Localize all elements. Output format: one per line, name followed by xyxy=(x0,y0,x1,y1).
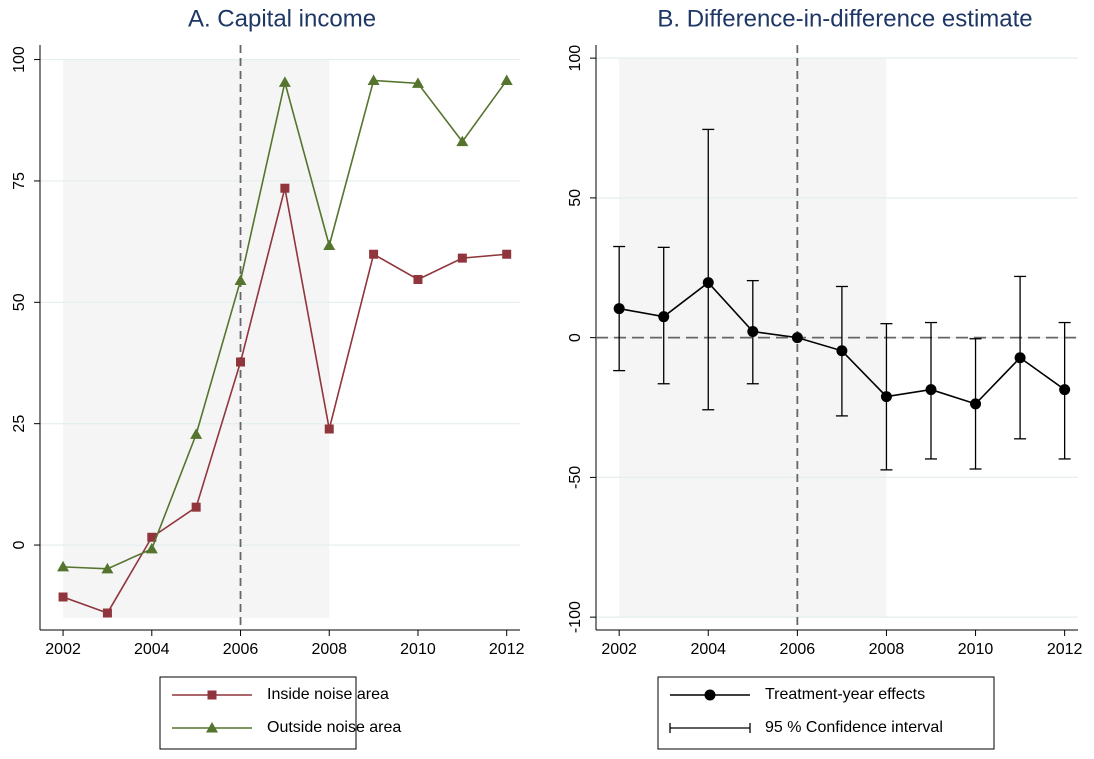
marker xyxy=(191,502,201,512)
marker xyxy=(970,398,982,410)
panel-title: B. Difference-in-difference estimate xyxy=(657,5,1032,32)
x-tick-label: 2008 xyxy=(869,641,905,658)
x-tick-label: 2002 xyxy=(601,641,637,658)
x-tick-label: 2002 xyxy=(45,641,81,658)
marker xyxy=(58,592,68,602)
x-tick-label: 2008 xyxy=(311,641,347,658)
marker xyxy=(145,542,158,554)
y-tick-label: 0 xyxy=(567,333,584,342)
marker xyxy=(704,689,716,701)
marker xyxy=(190,428,203,439)
y-tick-label: 100 xyxy=(11,46,28,73)
marker xyxy=(280,183,290,193)
marker xyxy=(413,274,423,284)
legend-box xyxy=(159,676,357,750)
legend-box xyxy=(657,676,995,750)
marker xyxy=(456,135,469,147)
x-tick-label: 2006 xyxy=(223,641,259,658)
y-tick-label: 75 xyxy=(11,172,28,190)
y-tick-label: -100 xyxy=(567,601,584,633)
marker xyxy=(57,560,70,572)
marker xyxy=(502,249,512,259)
shaded-period xyxy=(63,59,330,618)
marker xyxy=(147,532,157,542)
marker xyxy=(1059,384,1071,396)
marker xyxy=(324,424,334,434)
marker xyxy=(367,74,380,85)
marker xyxy=(323,239,336,251)
marker xyxy=(206,722,218,733)
x-tick-label: 2004 xyxy=(134,641,170,658)
marker xyxy=(411,77,424,88)
marker xyxy=(102,608,112,618)
marker xyxy=(658,311,670,323)
y-tick-label: 50 xyxy=(11,293,28,311)
marker xyxy=(836,345,848,357)
y-tick-label: 25 xyxy=(11,415,28,433)
legend-label: Inside noise area xyxy=(267,686,389,703)
legend-label: Outside noise area xyxy=(267,719,401,736)
x-tick-label: 2010 xyxy=(958,641,994,658)
marker xyxy=(369,249,379,259)
marker xyxy=(457,253,467,263)
panel-title: A. Capital income xyxy=(188,5,376,32)
marker xyxy=(613,303,625,315)
y-tick-label: 0 xyxy=(11,540,28,549)
y-tick-label: 100 xyxy=(567,45,584,72)
marker xyxy=(278,76,291,87)
x-tick-label: 2012 xyxy=(489,641,525,658)
legend-label: Treatment-year effects xyxy=(765,686,925,703)
x-tick-label: 2010 xyxy=(400,641,436,658)
x-tick-label: 2004 xyxy=(690,641,726,658)
marker xyxy=(702,277,714,289)
marker xyxy=(500,74,513,85)
marker xyxy=(207,690,217,700)
marker xyxy=(234,274,247,285)
y-tick-label: -50 xyxy=(567,466,584,489)
y-tick-label: 50 xyxy=(567,189,584,207)
marker xyxy=(1014,352,1026,364)
marker xyxy=(101,562,114,574)
marker xyxy=(925,384,937,396)
marker xyxy=(880,391,892,403)
x-tick-label: 2006 xyxy=(780,641,816,658)
legend-label: 95 % Confidence interval xyxy=(765,719,943,736)
x-tick-label: 2012 xyxy=(1047,641,1083,658)
marker xyxy=(791,332,803,344)
marker xyxy=(236,357,246,367)
marker xyxy=(747,325,759,337)
